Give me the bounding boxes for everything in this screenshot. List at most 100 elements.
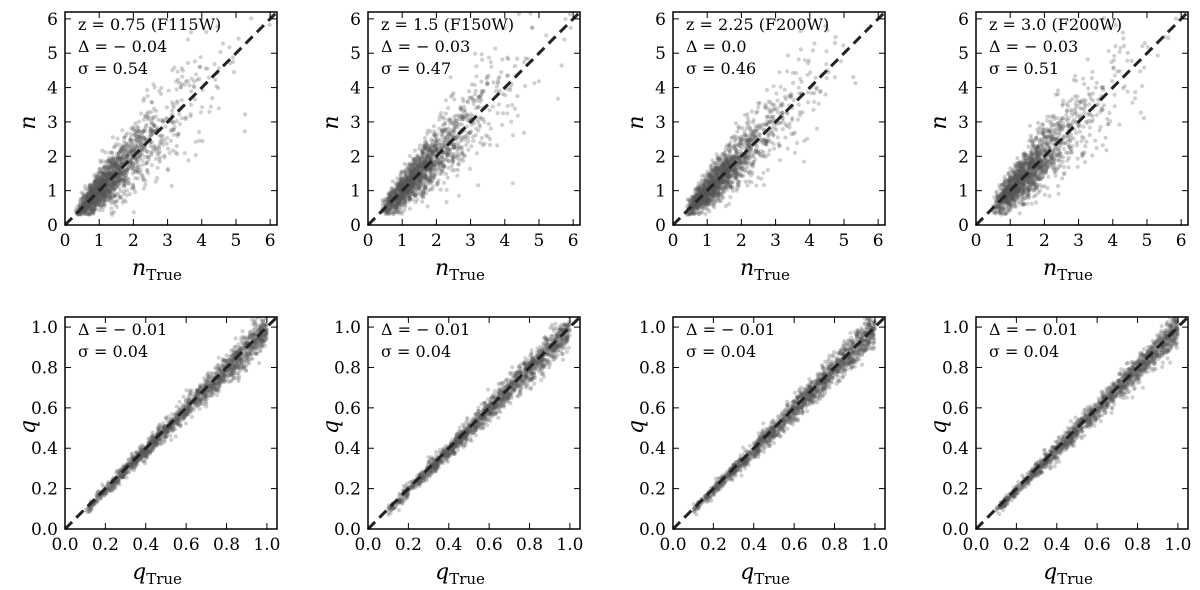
data-point [413, 158, 418, 163]
data-point [708, 198, 713, 204]
data-point [472, 83, 477, 88]
data-point [125, 154, 130, 159]
data-point [83, 209, 88, 215]
data-point [687, 201, 692, 206]
data-point [412, 170, 417, 175]
data-point [397, 194, 402, 199]
data-point [132, 164, 138, 169]
data-point [112, 194, 117, 199]
data-point [439, 171, 444, 176]
data-point [110, 163, 115, 168]
data-point [413, 184, 418, 189]
data-point [706, 182, 711, 187]
data-point [389, 202, 394, 208]
data-point [409, 189, 414, 194]
data-point [93, 207, 98, 212]
data-point [734, 175, 739, 180]
y-tick-label: 2 [47, 147, 58, 167]
data-point [182, 151, 187, 156]
data-point [399, 195, 404, 200]
data-point [128, 149, 134, 154]
data-point [410, 181, 415, 186]
x-tick-label: 5 [534, 231, 545, 251]
data-point [737, 142, 742, 147]
data-point [122, 189, 127, 194]
data-point [734, 135, 739, 140]
data-point [1038, 165, 1043, 171]
data-point [157, 88, 162, 94]
data-point [715, 170, 720, 175]
data-point [430, 154, 435, 160]
data-point [130, 162, 136, 167]
data-point [94, 179, 99, 184]
data-point [383, 200, 388, 205]
data-point [133, 133, 138, 138]
data-point [729, 158, 734, 163]
data-point [430, 163, 435, 168]
data-point [1026, 188, 1031, 193]
data-point [87, 209, 92, 214]
data-point [447, 134, 452, 139]
y-axis-label: n [16, 115, 41, 129]
data-point [713, 169, 718, 174]
data-point [739, 161, 744, 166]
data-point [205, 66, 210, 71]
data-point [730, 135, 735, 140]
data-point [114, 178, 119, 183]
data-point [505, 103, 510, 108]
data-point [132, 133, 137, 138]
data-point [138, 167, 143, 172]
data-point [397, 200, 402, 205]
data-point [101, 171, 106, 176]
data-point [715, 183, 720, 188]
data-point [96, 192, 101, 197]
data-point [446, 151, 451, 156]
data-point [101, 180, 106, 185]
data-point [423, 158, 428, 163]
data-point [103, 198, 108, 203]
data-point [103, 197, 108, 202]
data-point [98, 160, 104, 165]
data-point [105, 180, 110, 185]
data-point [97, 166, 103, 171]
data-point [446, 150, 451, 155]
data-point [136, 154, 141, 159]
data-point [736, 124, 741, 129]
data-point [693, 194, 698, 199]
data-point [108, 165, 113, 170]
data-point [469, 82, 474, 87]
data-point [403, 174, 408, 179]
data-point [110, 162, 115, 167]
data-point [710, 180, 715, 185]
data-point [183, 79, 189, 84]
data-point [415, 166, 420, 171]
data-point [107, 155, 112, 160]
data-point [170, 121, 175, 126]
data-point [111, 182, 116, 187]
data-point [697, 186, 702, 191]
data-point [441, 164, 446, 169]
data-point [408, 184, 413, 189]
data-point [712, 179, 718, 184]
data-point [165, 166, 170, 172]
data-point [1014, 173, 1019, 178]
data-point [704, 193, 709, 198]
data-point [107, 182, 112, 187]
data-point [705, 198, 710, 203]
data-point [424, 178, 429, 183]
x-tick-label: 1 [702, 231, 713, 251]
data-point [97, 191, 102, 196]
data-point [701, 178, 706, 183]
data-point [767, 119, 772, 124]
data-point [127, 162, 132, 167]
data-point [445, 152, 450, 158]
data-point [109, 157, 114, 162]
data-point [744, 135, 749, 140]
data-point [188, 102, 194, 107]
data-point [110, 186, 115, 191]
data-point [112, 202, 118, 207]
data-point [484, 74, 489, 79]
data-point [446, 126, 451, 131]
data-point [423, 173, 428, 179]
data-point [114, 159, 119, 164]
